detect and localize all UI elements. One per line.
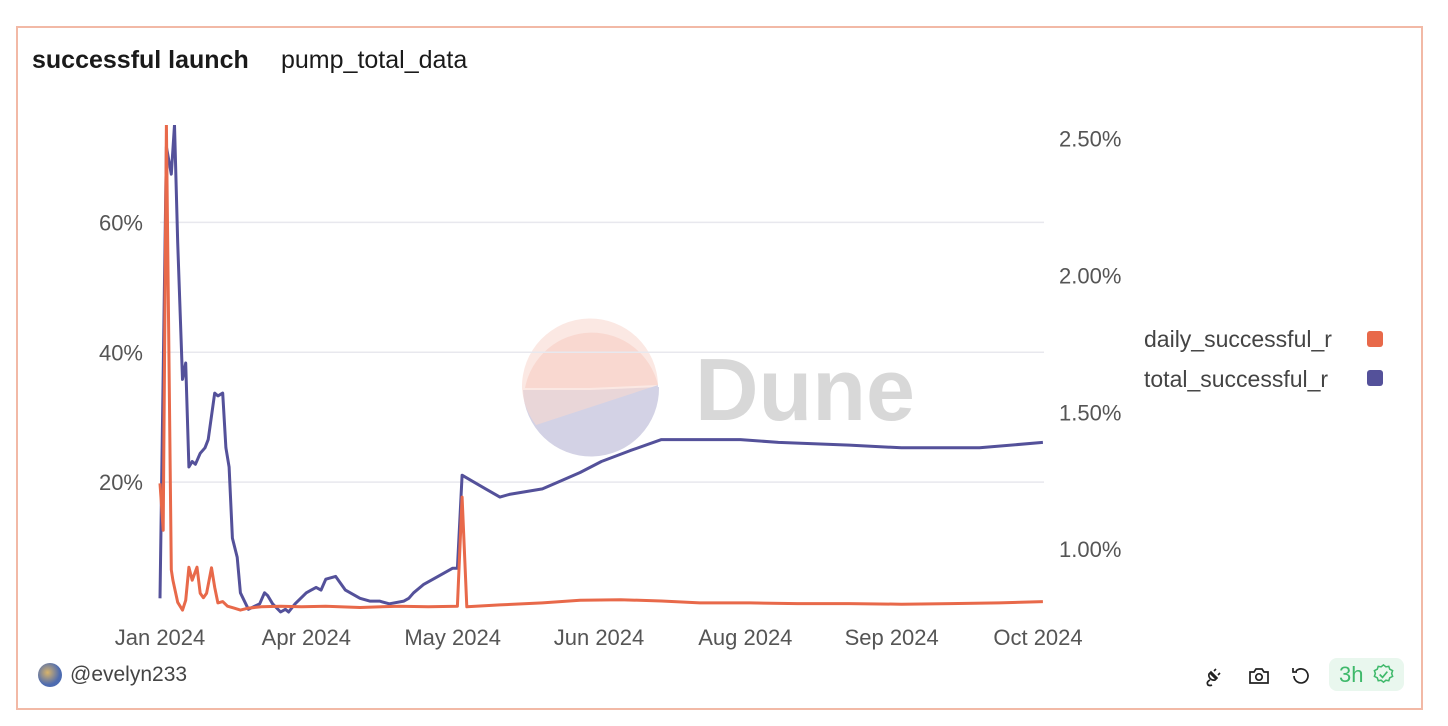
x-axis-tick-label: Apr 2024 (262, 625, 351, 650)
legend-swatch-daily[interactable] (1367, 331, 1383, 347)
right-axis-tick-label: 2.50% (1059, 127, 1121, 152)
left-axis-tick-label: 20% (99, 470, 143, 495)
watermark-text: Dune (695, 340, 915, 439)
x-axis-tick-label: Oct 2024 (993, 625, 1082, 650)
camera-icon[interactable] (1247, 664, 1271, 688)
series-line-total[interactable] (158, 125, 1044, 614)
legend-label-total[interactable]: total_successful_r (1144, 366, 1329, 392)
freshness-badge[interactable]: 3h (1329, 658, 1404, 691)
plug-icon[interactable] (1201, 664, 1225, 688)
left-axis-tick-label: 60% (99, 210, 143, 235)
x-axis-tick-label: Jun 2024 (554, 625, 645, 650)
watermark-logo-wedge (536, 385, 658, 452)
watermark-logo-wedge2 (521, 318, 658, 425)
query-name[interactable]: pump_total_data (281, 46, 468, 74)
x-axis-tick-label: May 2024 (404, 625, 501, 650)
series-line-daily[interactable] (158, 125, 1043, 612)
legend-label-daily[interactable]: daily_successful_r (1144, 326, 1332, 352)
left-axis-tick-label: 40% (99, 340, 143, 365)
dune-watermark: Dune (521, 318, 915, 457)
legend-swatch-total[interactable] (1367, 370, 1383, 386)
avatar[interactable] (38, 663, 62, 687)
x-axis-tick-label: Jan 2024 (115, 625, 206, 650)
watermark-logo-top (525, 332, 658, 388)
refresh-icon[interactable] (1289, 664, 1313, 688)
right-axis-tick-label: 1.50% (1059, 400, 1121, 425)
freshness-text: 3h (1339, 662, 1364, 687)
x-axis-tick-label: Aug 2024 (698, 625, 792, 650)
verified-badge-icon (1373, 663, 1394, 684)
author-link[interactable]: @evelyn233 (70, 663, 188, 686)
chart-title: successful launch (32, 46, 249, 74)
right-axis-tick-label: 2.00% (1059, 263, 1121, 288)
right-axis-tick-label: 1.00% (1059, 537, 1121, 562)
x-axis-tick-label: Sep 2024 (845, 625, 939, 650)
chart-card (16, 26, 1423, 710)
watermark-logo-bottom (523, 387, 660, 457)
